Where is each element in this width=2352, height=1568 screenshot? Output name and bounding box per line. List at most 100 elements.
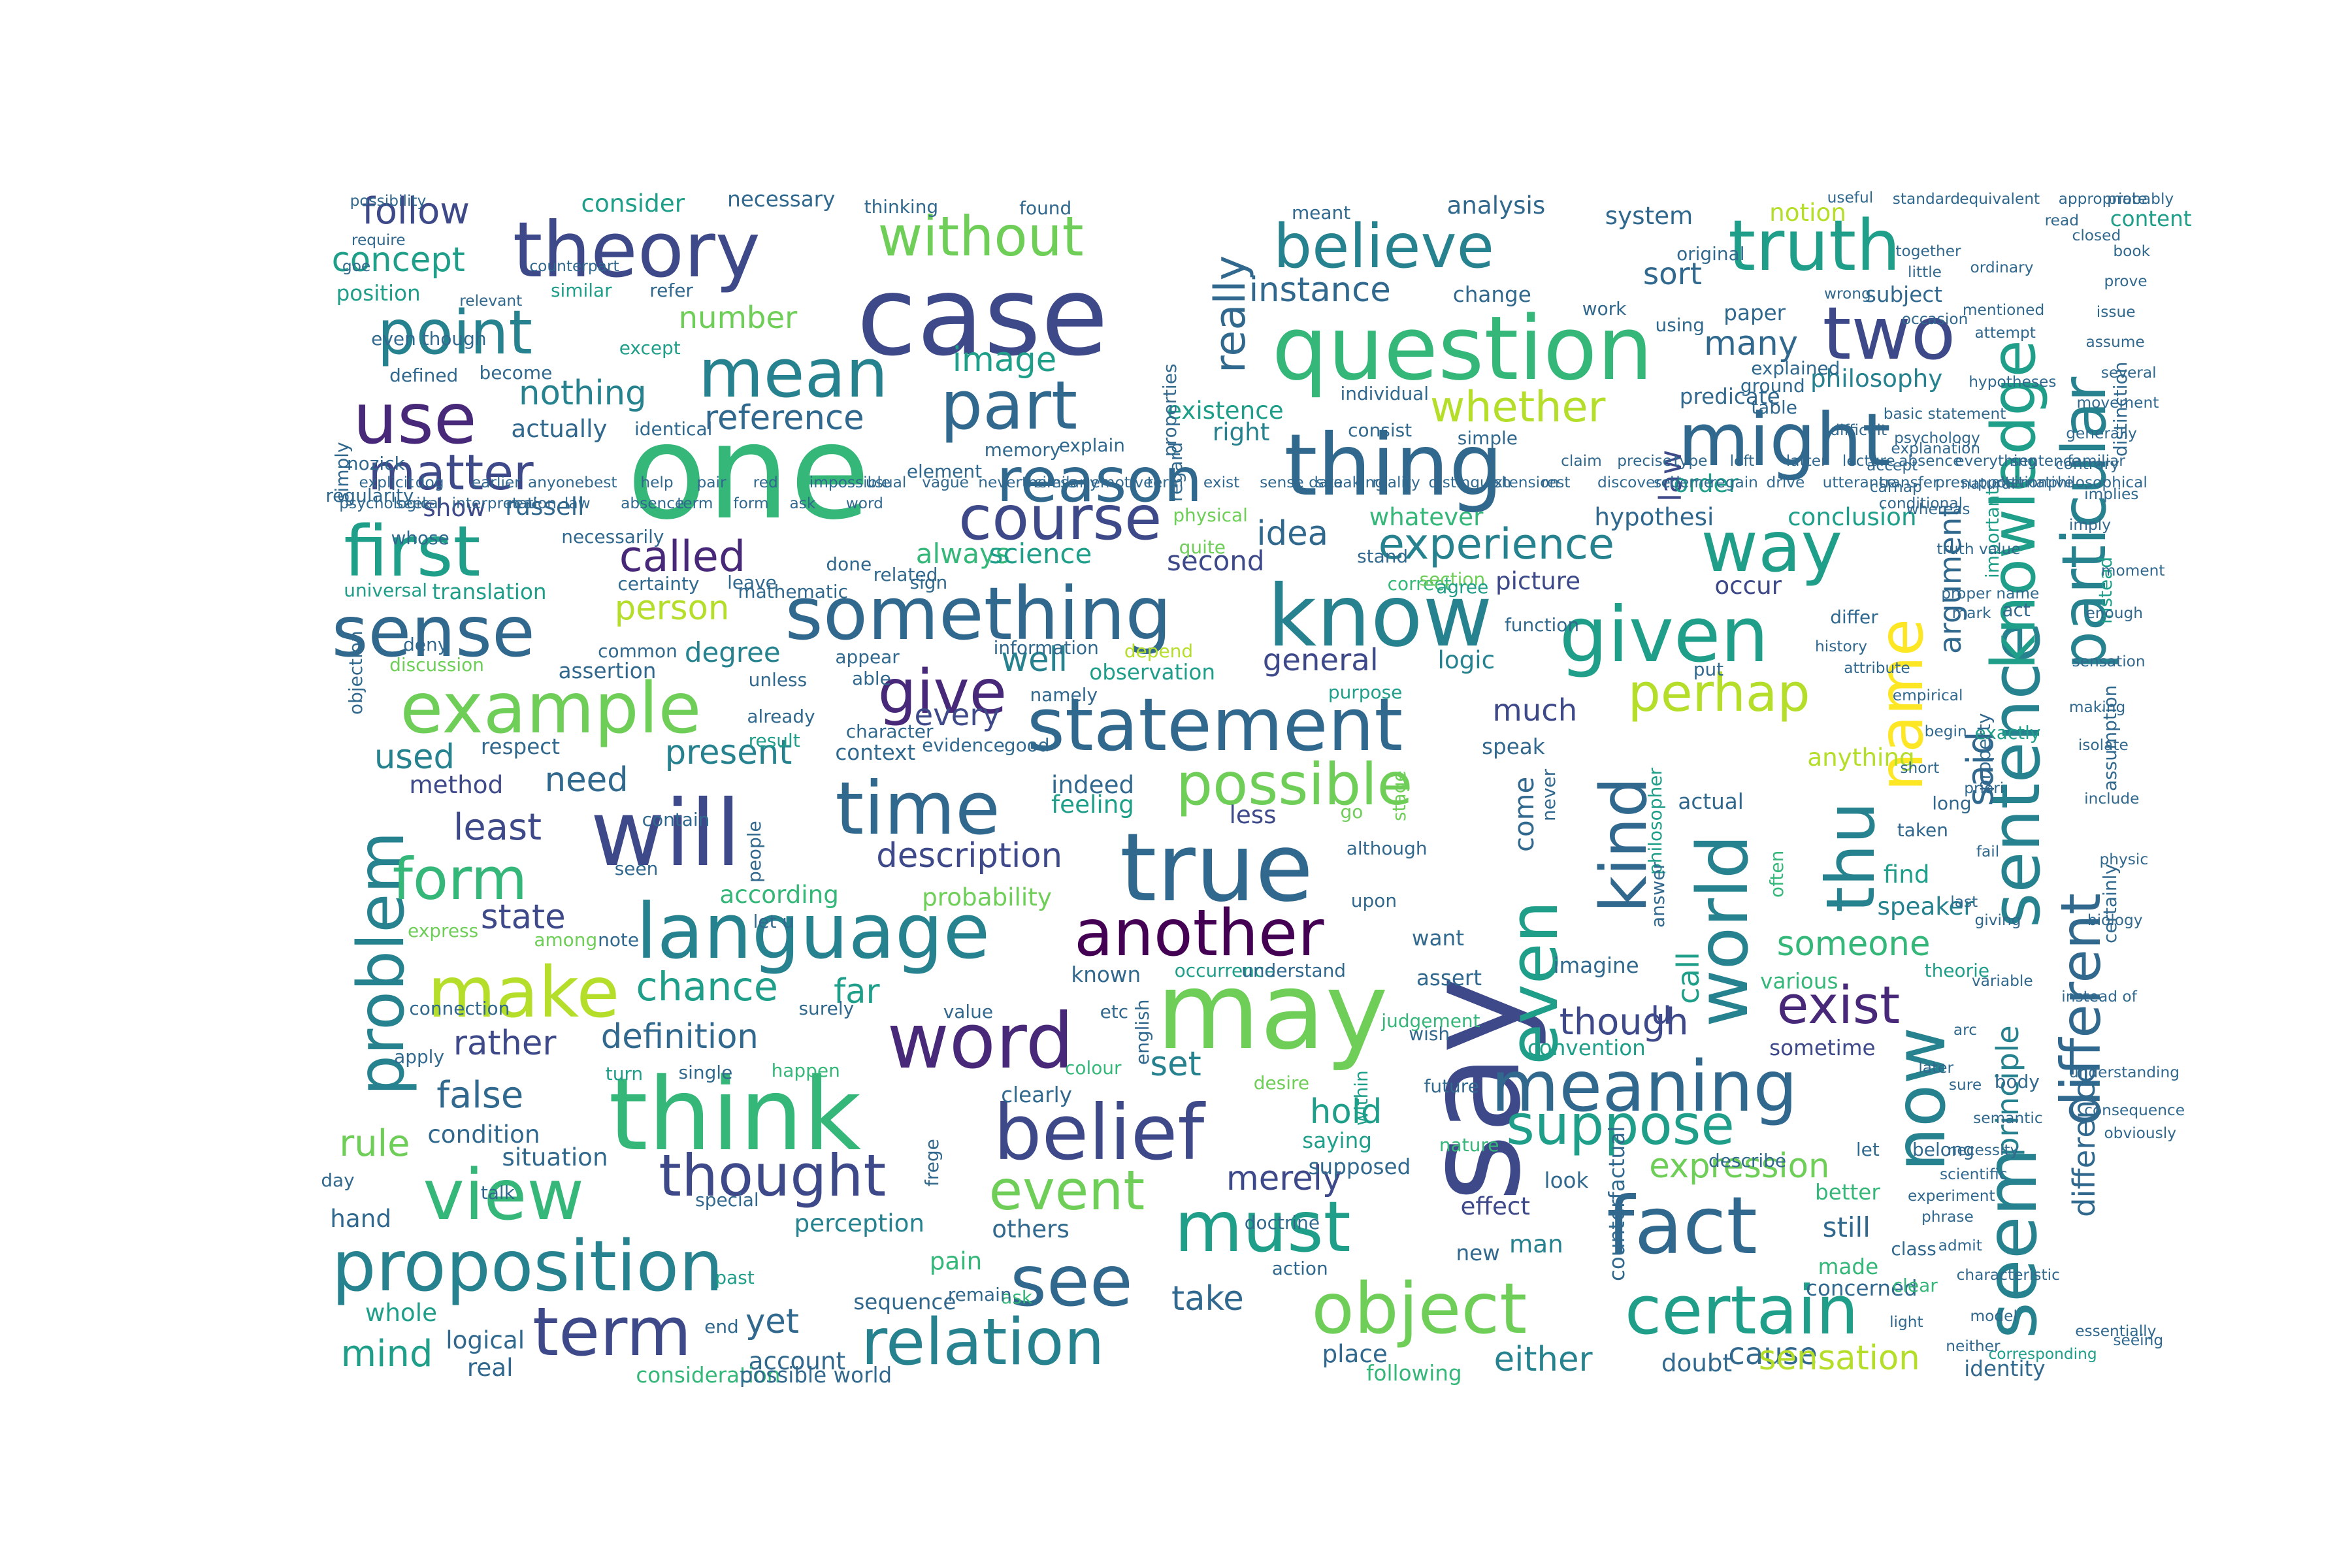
cloud-word: priori [1964,779,2004,797]
cloud-word: similar [550,279,612,301]
cloud-word: never [1537,769,1560,822]
cloud-word: objection [344,630,367,715]
cloud-word: meant [1291,202,1351,224]
cloud-word: presupposition [1935,473,2048,491]
cloud-word: certainty [617,573,700,595]
cloud-word: simple [1457,427,1518,449]
cloud-word: possibility [350,191,427,210]
cloud-word: history [1815,638,1868,655]
cloud-word: become [479,361,553,384]
cloud-word: found [1019,197,1072,220]
cloud-word: event [988,1158,1145,1223]
cloud-word: sense data [1260,473,1343,491]
cloud-word: come [1508,776,1541,852]
cloud-word: exist [1203,473,1240,491]
cloud-word: let u [753,911,794,933]
cloud-word: assertion [558,658,657,683]
cloud-word: sensation [2072,653,2146,671]
cloud-word: two [1822,291,1956,377]
cloud-word: arc [1953,1021,1978,1039]
cloud-word: term [677,495,713,513]
cloud-word: many [1704,323,1799,363]
cloud-word: situation [502,1143,608,1172]
cloud-word: drive [1766,473,1805,491]
cloud-word: work [1582,297,1627,319]
cloud-word: value [943,1000,994,1022]
cloud-word: question [1271,297,1654,400]
cloud-word: answer [1647,862,1669,928]
cloud-word: occurrence [1174,959,1276,981]
cloud-word: useful [1827,189,1874,207]
cloud-word: understanding [2068,1064,2180,1081]
cloud-word: according [719,879,839,909]
cloud-word: feeling [1051,790,1134,819]
cloud-word: whose [391,527,449,549]
cloud-word: logical [446,1325,525,1354]
cloud-word: example [400,668,702,749]
cloud-word: counterfactual [1604,1126,1629,1281]
cloud-word: russell [505,491,585,521]
cloud-word: though [1559,1000,1689,1043]
cloud-word: reference [704,398,864,438]
cloud-word: argument [1932,505,1968,655]
cloud-word: whatever [1369,502,1484,532]
cloud-word: number [678,300,798,336]
cloud-word: identity [1964,1356,2046,1382]
cloud-word: first [344,511,481,593]
cloud-word: merely [1226,1159,1343,1199]
cloud-word: theory [512,206,760,295]
cloud-word: used [374,738,455,777]
cloud-word: basic statement [1883,404,2006,423]
cloud-word: namely [1030,684,1098,706]
cloud-word: discussion [389,653,484,676]
cloud-word: contrary [2055,455,2119,473]
cloud-word: day [321,1169,355,1191]
cloud-word: red [753,473,778,491]
cloud-word: always [915,537,1010,570]
cloud-word: seen [614,857,659,879]
cloud-word: truth [1728,205,1901,287]
cloud-word: logic [1437,645,1495,674]
cloud-word: someone [1776,924,1931,964]
cloud-word: sensation [1758,1338,1920,1378]
cloud-word: table [1751,397,1797,419]
cloud-word: difference [2066,1064,2102,1217]
cloud-word: sure [1948,1075,1982,1094]
cloud-word: experience [1378,519,1614,570]
cloud-word: another [1073,896,1324,971]
cloud-word: whether [1429,382,1606,433]
cloud-word: colour [1065,1056,1122,1079]
cloud-word: memory [984,439,1061,461]
cloud-word: case [856,252,1109,380]
cloud-word: phrase [1921,1208,1974,1226]
cloud-word: using [1655,314,1705,336]
cloud-word: degree [684,636,781,668]
cloud-word: absence [1899,451,1963,470]
cloud-word: people [743,820,765,883]
cloud-word: theorie [1924,959,1990,981]
cloud-word: extension [1484,473,1560,491]
cloud-word: term [532,1293,692,1371]
cloud-word: judgement [1381,1009,1480,1032]
cloud-word: leave [727,571,777,593]
cloud-word: happen [771,1060,840,1082]
cloud-word: scientific [1939,1166,2008,1184]
cloud-word: several [2100,363,2157,382]
cloud-word: person [614,588,730,628]
cloud-word: little [1908,263,1942,282]
cloud-word: consider [581,189,685,218]
cloud-word: philosophy [1810,364,1943,393]
cloud-word: right [1212,417,1270,446]
cloud-word: sort [1642,255,1703,291]
cloud-word: important [1982,487,2004,578]
cloud-word: character [845,721,934,743]
cloud-word: look [1544,1168,1589,1193]
cloud-word: hold [1309,1092,1382,1132]
cloud-word: alternative [1991,473,2074,491]
cloud-word: physic [2099,851,2149,868]
cloud-word: pair [696,473,727,491]
cloud-word: least [453,806,542,849]
cloud-word: moment [2100,561,2165,580]
cloud-word: future [1424,1075,1479,1097]
cloud-word: although [1346,838,1428,860]
